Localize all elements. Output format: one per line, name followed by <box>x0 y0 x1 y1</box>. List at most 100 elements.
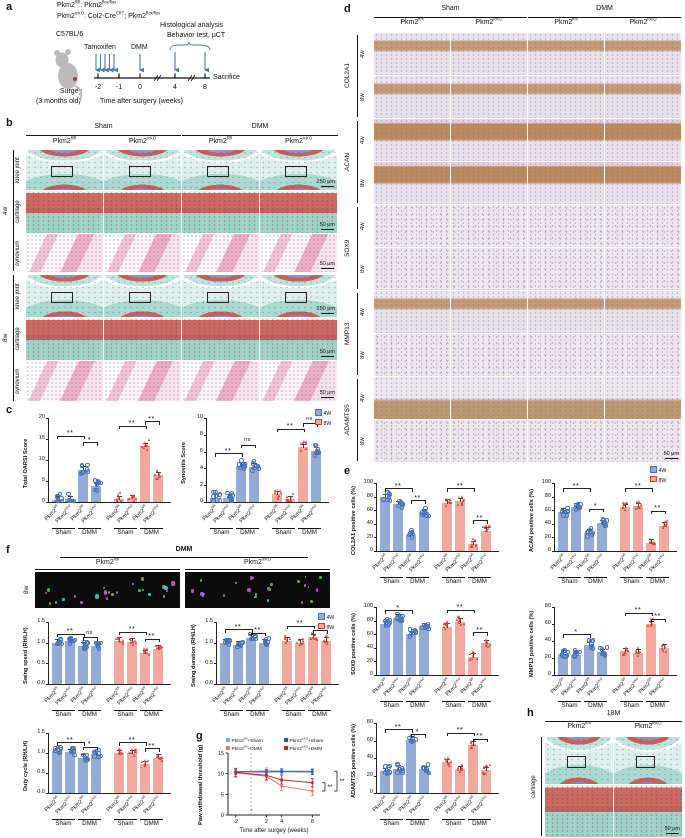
data-point <box>475 543 478 547</box>
series-marker <box>311 781 314 785</box>
time-label-8w: 8w <box>360 93 366 101</box>
micrograph-knee-joint-3: 250 μm <box>260 150 337 190</box>
data-point <box>230 493 235 498</box>
scale-label-bar <box>321 396 334 398</box>
bar <box>298 447 308 502</box>
svg-text:2: 2 <box>265 819 268 825</box>
data-point <box>134 638 137 642</box>
bar <box>419 512 429 551</box>
data-point <box>462 622 465 626</box>
data-point <box>449 759 452 763</box>
data-point <box>636 506 639 510</box>
group-line <box>620 701 643 702</box>
data-point <box>475 656 478 660</box>
paw-print-dot <box>163 595 166 598</box>
data-point <box>598 645 603 651</box>
data-point <box>160 758 163 762</box>
bar <box>127 753 137 793</box>
data-point <box>446 620 449 624</box>
data-point <box>638 650 641 654</box>
strain-label: C57BL/6 <box>56 31 84 38</box>
micrograph-acan-8w-0 <box>374 162 450 204</box>
paw-print-dot <box>108 590 111 594</box>
data-point <box>462 498 465 502</box>
significance-label: ** <box>148 740 155 750</box>
data-point <box>68 639 73 644</box>
series-marker <box>234 771 237 774</box>
group-line <box>584 701 607 702</box>
bar <box>321 640 331 684</box>
group-label-dmm: DMM <box>472 820 487 827</box>
y-tick-mark <box>45 684 48 685</box>
data-point <box>647 624 650 628</box>
data-point <box>395 761 400 767</box>
data-point <box>473 738 476 742</box>
y-tick-label: 15 <box>38 435 45 442</box>
y-tick-mark <box>373 775 376 777</box>
legend-swatch <box>226 738 230 743</box>
data-point <box>156 645 159 649</box>
chart-paw-withdrawal-threshold: Paw withdrawal threshold (g) Pkm2fl/fl+Sh… <box>198 737 348 838</box>
paw-print-dot <box>304 575 307 578</box>
data-point <box>383 621 389 627</box>
significance-bracket <box>447 609 475 614</box>
data-point <box>118 496 121 500</box>
y-tick-label: 80 <box>366 617 373 623</box>
y-tick-label: 60 <box>366 506 373 513</box>
marker-label-sox9: SOX9 <box>344 239 351 257</box>
significance-label: ns <box>306 415 313 422</box>
group-line <box>78 710 101 711</box>
data-point <box>488 763 491 767</box>
data-point <box>312 453 318 458</box>
analysis-brace <box>169 41 211 51</box>
data-point <box>116 493 119 497</box>
data-point <box>131 495 134 499</box>
data-point <box>118 750 121 754</box>
significance-bracket <box>651 510 666 515</box>
data-point <box>625 645 628 649</box>
legend-item-2: Pkm2fl/fl+DMM <box>226 745 262 752</box>
data-point <box>635 499 638 503</box>
y-tick-mark <box>373 675 376 676</box>
col-header-2: Pkm2fl/fl <box>554 16 578 26</box>
col-header-0: Pkm2fl/fl <box>567 720 591 730</box>
data-point <box>85 462 90 467</box>
micrograph-adamts5-8w-2 <box>528 420 604 462</box>
y-tick-mark <box>373 647 376 649</box>
data-point <box>486 764 489 768</box>
y-tick-mark <box>45 733 48 734</box>
y-tick-label: 0.5 <box>37 769 45 776</box>
significance-label: ** <box>476 731 483 741</box>
group-line <box>308 710 331 711</box>
group-line <box>584 577 607 578</box>
data-point <box>488 642 491 646</box>
data-point <box>92 754 97 759</box>
legend-swatch <box>318 622 325 630</box>
y-tick-mark <box>551 510 554 512</box>
row-label-cartilage: cartilage <box>15 327 21 351</box>
data-point <box>274 491 277 495</box>
data-point <box>160 644 163 648</box>
y-tick-mark <box>203 418 206 419</box>
group-line <box>52 819 75 820</box>
panel-c-label: c <box>6 404 13 416</box>
micrograph-knee-joint-3: 250 μm <box>260 275 337 317</box>
paw-print-dot <box>115 591 118 594</box>
data-point <box>142 445 145 449</box>
legend-swatch <box>650 466 657 473</box>
data-point <box>132 753 135 757</box>
data-point <box>601 651 606 656</box>
group-header-dmm: DMM <box>596 5 613 12</box>
col-header-0: Pkm2fl/fl <box>400 16 424 26</box>
bar <box>127 498 137 502</box>
data-point <box>130 748 133 752</box>
paw-print-dot <box>62 597 66 602</box>
bar <box>127 641 137 684</box>
col-header-0: Pkm2fl/fl <box>95 556 120 566</box>
svg-text:4: 4 <box>280 819 283 825</box>
data-point <box>624 650 627 654</box>
time-label-4w: 4w <box>360 222 366 230</box>
group-line <box>246 710 269 711</box>
paw-print-dot <box>297 579 300 583</box>
